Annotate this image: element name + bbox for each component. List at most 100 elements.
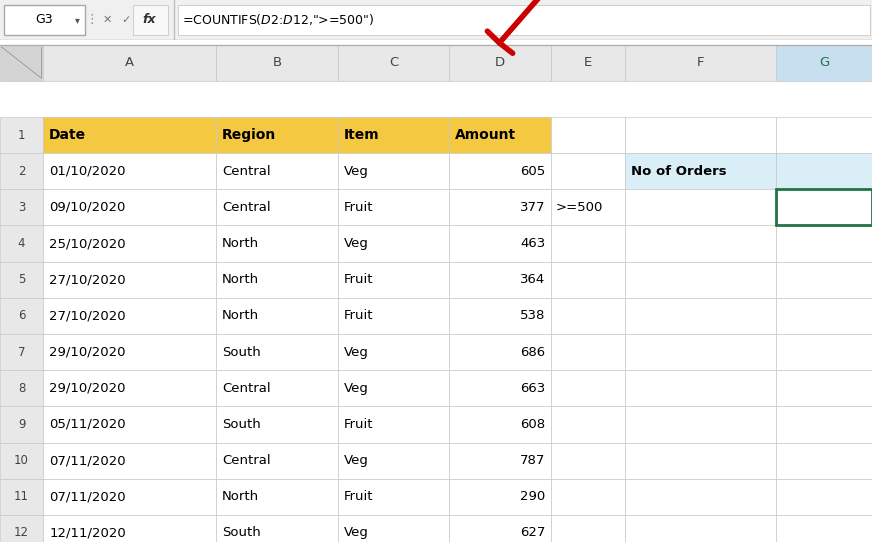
Bar	[43, 153, 215, 189]
Bar	[776, 189, 872, 225]
Text: 05/11/2020: 05/11/2020	[49, 418, 126, 431]
Bar	[0, 406, 43, 442]
Bar	[43, 334, 215, 370]
Text: E: E	[584, 56, 592, 69]
Bar	[551, 44, 625, 81]
Text: 6: 6	[17, 309, 25, 322]
Text: 29/10/2020: 29/10/2020	[49, 346, 126, 359]
Bar	[43, 225, 215, 262]
Text: Veg: Veg	[344, 454, 369, 467]
Text: Fruit: Fruit	[344, 201, 374, 214]
Text: Veg: Veg	[344, 382, 369, 395]
Bar	[43, 515, 215, 542]
Bar	[215, 262, 338, 298]
Text: Region: Region	[221, 128, 276, 142]
Bar	[43, 44, 215, 81]
Bar	[776, 442, 872, 479]
Bar	[625, 153, 776, 189]
Bar	[338, 298, 449, 334]
Bar	[449, 406, 551, 442]
Bar	[551, 370, 625, 406]
Text: Date: Date	[49, 128, 86, 142]
Text: ✕: ✕	[103, 15, 112, 25]
Bar	[776, 117, 872, 153]
Bar	[338, 515, 449, 542]
Bar	[625, 406, 776, 442]
Bar	[215, 298, 338, 334]
Bar	[449, 189, 551, 225]
Text: Veg: Veg	[344, 165, 369, 178]
Text: G: G	[819, 56, 829, 69]
Text: 8: 8	[18, 382, 25, 395]
Text: North: North	[221, 273, 259, 286]
Text: 01/10/2020: 01/10/2020	[49, 165, 126, 178]
Bar	[551, 334, 625, 370]
Bar	[776, 479, 872, 515]
Text: 12: 12	[14, 526, 29, 539]
Bar	[625, 262, 776, 298]
Text: North: North	[221, 309, 259, 322]
Bar	[215, 406, 338, 442]
Bar	[43, 298, 215, 334]
Text: 11: 11	[14, 491, 29, 504]
Bar	[215, 442, 338, 479]
Bar	[776, 262, 872, 298]
Text: 9: 9	[17, 418, 25, 431]
Bar	[551, 442, 625, 479]
Bar	[551, 298, 625, 334]
Bar	[449, 515, 551, 542]
Bar	[449, 153, 551, 189]
Text: G3: G3	[36, 14, 53, 26]
Text: Veg: Veg	[344, 346, 369, 359]
Text: 7: 7	[857, 201, 866, 214]
Bar	[43, 479, 215, 515]
Bar	[776, 189, 872, 225]
Bar	[338, 479, 449, 515]
Bar	[43, 442, 215, 479]
Bar	[625, 515, 776, 542]
Text: 1: 1	[17, 128, 25, 141]
Bar	[776, 44, 872, 81]
Bar	[338, 44, 449, 81]
Text: 538: 538	[520, 309, 545, 322]
Bar	[0, 298, 43, 334]
Bar	[43, 262, 215, 298]
Bar	[215, 44, 338, 81]
Bar	[0, 117, 43, 153]
Text: >=500: >=500	[555, 201, 603, 214]
Text: fx: fx	[142, 14, 156, 26]
Text: Central: Central	[221, 382, 270, 395]
Bar	[215, 117, 338, 153]
Bar	[43, 189, 215, 225]
Bar	[551, 153, 625, 189]
FancyBboxPatch shape	[133, 5, 168, 35]
Text: 377: 377	[520, 201, 545, 214]
Text: ▾: ▾	[74, 15, 79, 25]
Text: South: South	[221, 526, 261, 539]
Text: Veg: Veg	[344, 526, 369, 539]
Text: South: South	[221, 418, 261, 431]
Bar	[0, 225, 43, 262]
Bar	[776, 515, 872, 542]
Bar	[625, 298, 776, 334]
Text: ⋮: ⋮	[85, 14, 98, 26]
Text: 27/10/2020: 27/10/2020	[49, 273, 126, 286]
Bar	[551, 515, 625, 542]
Bar	[338, 262, 449, 298]
Text: Central: Central	[221, 201, 270, 214]
Text: 25/10/2020: 25/10/2020	[49, 237, 126, 250]
Text: 10: 10	[14, 454, 29, 467]
Bar	[0, 44, 43, 81]
Bar	[338, 225, 449, 262]
Bar	[215, 370, 338, 406]
Bar	[449, 117, 551, 153]
Bar	[449, 479, 551, 515]
Text: 4: 4	[17, 237, 25, 250]
Bar	[449, 370, 551, 406]
Bar	[215, 334, 338, 370]
Text: A: A	[125, 56, 134, 69]
Text: Amount: Amount	[455, 128, 516, 142]
Bar	[215, 153, 338, 189]
Text: North: North	[221, 237, 259, 250]
Bar	[0, 189, 43, 225]
